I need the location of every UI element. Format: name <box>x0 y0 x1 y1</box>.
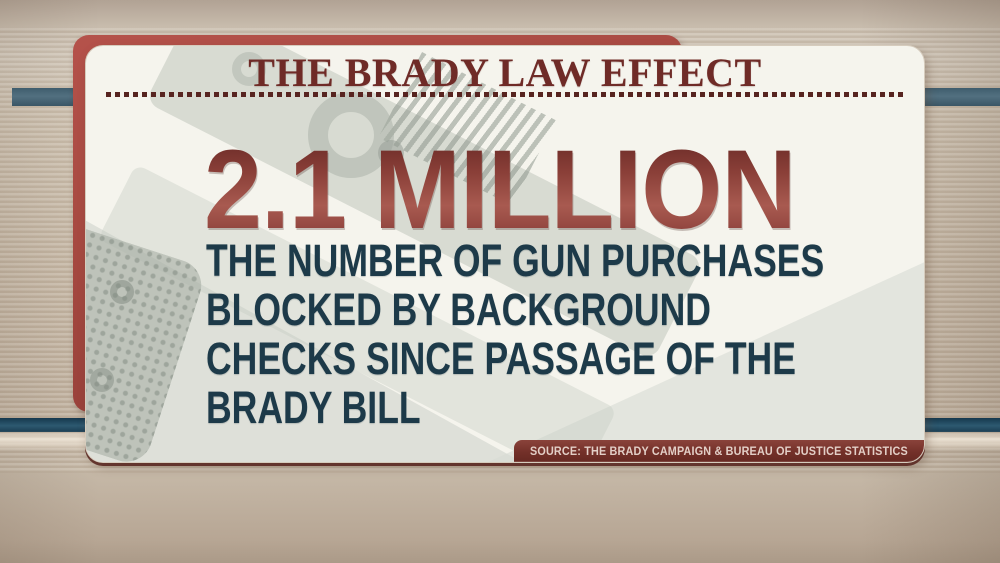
card-title: THE BRADY LAW EFFECT <box>248 50 762 95</box>
statistic-description-line: BRADY BILL <box>206 382 421 433</box>
gun-grip-shape <box>86 218 208 462</box>
source-badge-text: SOURCE: THE BRADY CAMPAIGN & BUREAU OF J… <box>530 444 908 458</box>
statistic-description: THE NUMBER OF GUN PURCHASES BLOCKED BY B… <box>206 236 824 432</box>
statistic-description-line: BLOCKED BY BACKGROUND <box>206 284 711 335</box>
source-badge: SOURCE: THE BRADY CAMPAIGN & BUREAU OF J… <box>514 440 924 462</box>
dotted-divider <box>106 92 904 97</box>
statistic-value: 2.1 MILLION <box>204 127 797 252</box>
grip-screw-icon <box>90 368 114 392</box>
grip-screw-icon <box>110 280 134 304</box>
statistic-card: THE BRADY LAW EFFECT 2.1 MILLION THE NUM… <box>85 45 925 463</box>
statistic-description-line: CHECKS SINCE PASSAGE OF THE <box>206 333 796 384</box>
statistic-description-line: THE NUMBER OF GUN PURCHASES <box>206 235 825 286</box>
